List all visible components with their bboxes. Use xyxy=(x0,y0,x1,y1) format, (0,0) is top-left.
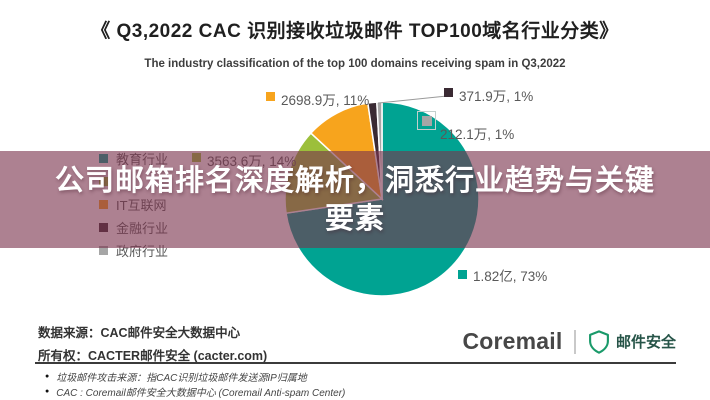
footnote-text: CAC : Coremail邮件安全大数据中心 (Coremail Anti-s… xyxy=(56,388,346,399)
headline-banner: 公司邮箱排名深度解析，洞悉行业趋势与关键 要素 xyxy=(0,151,710,248)
coremail-brand: Coremail 邮件安全 xyxy=(462,328,676,355)
data-label-education[interactable]: 1.82亿, 73% xyxy=(458,265,547,285)
footer-divider xyxy=(35,362,676,364)
data-label-text: 2698.9万, 11% xyxy=(281,93,370,108)
footnote-2: ● CAC : Coremail邮件安全大数据中心 (Coremail Anti… xyxy=(45,384,345,399)
headline-line1: 公司邮箱排名深度解析，洞悉行业趋势与关键 xyxy=(54,165,655,197)
data-label-text: 212.1万, 1% xyxy=(440,127,515,142)
page-subtitle: The industry classification of the top 1… xyxy=(144,58,566,70)
data-label-government[interactable]: 212.1万, 1% xyxy=(440,123,514,143)
legend-key-icon xyxy=(444,88,453,97)
bullet-icon: ● xyxy=(45,388,50,395)
footnote-text: 垃圾邮件攻击来源：指CAC识别垃圾邮件发送源IP归属地 xyxy=(56,373,307,384)
footnote-1: ● 垃圾邮件攻击来源：指CAC识别垃圾邮件发送源IP归属地 xyxy=(45,369,307,384)
data-label-it-internet[interactable]: 2698.9万, 11% xyxy=(266,89,369,109)
label-leader-line xyxy=(377,95,448,104)
data-label-text: 371.9万, 1% xyxy=(459,89,534,104)
shield-icon xyxy=(589,329,609,354)
ownership-line: 所有权：CACTER邮件安全 (cacter.com) xyxy=(38,349,268,363)
bullet-icon: ● xyxy=(45,373,50,380)
selected-label-key-frame[interactable] xyxy=(417,111,436,130)
headline-line2: 要素 xyxy=(324,203,385,235)
coremail-logo-text: Coremail xyxy=(462,328,563,354)
legend-key-icon xyxy=(458,270,467,279)
data-source-line: 数据来源：CAC邮件安全大数据中心 xyxy=(38,326,241,340)
legend-key-icon xyxy=(266,92,275,101)
headline-text: 公司邮箱排名深度解析，洞悉行业趋势与关键 要素 xyxy=(0,151,710,238)
legend-key-icon xyxy=(99,245,108,255)
page-title: 《 Q3,2022 CAC 识别接收垃圾邮件 TOP100域名行业分类》 xyxy=(91,21,619,42)
legend-key-icon xyxy=(421,115,432,126)
data-label-text: 1.82亿, 73% xyxy=(473,269,548,284)
brand-product-text: 邮件安全 xyxy=(615,334,676,351)
data-label-finance[interactable]: 371.9万, 1% xyxy=(444,85,533,105)
brand-divider xyxy=(574,329,576,354)
